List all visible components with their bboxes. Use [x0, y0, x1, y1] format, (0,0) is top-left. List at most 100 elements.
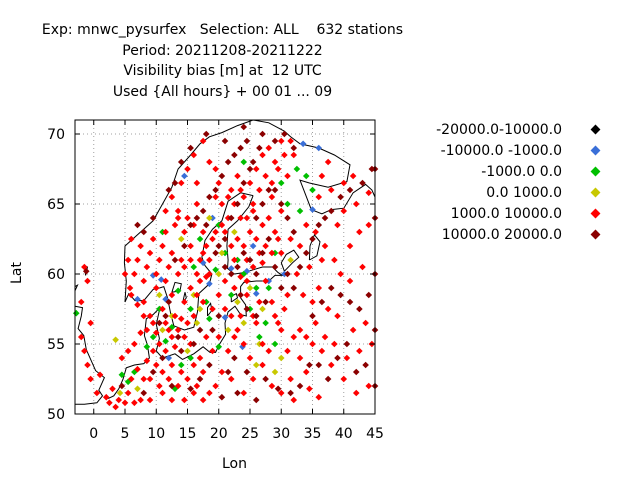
- data-point: [77, 333, 85, 341]
- data-point: [262, 319, 269, 327]
- data-point: [143, 263, 151, 271]
- data-point: [218, 221, 226, 229]
- data-point: [259, 130, 266, 138]
- data-point: [259, 200, 266, 208]
- data-point: [227, 242, 235, 250]
- data-point: [131, 270, 138, 278]
- chart-title: Exp: mnwc_pysurfex Selection: ALL 632 st…: [0, 20, 445, 102]
- data-point: [315, 144, 323, 152]
- data-point: [296, 382, 304, 390]
- data-point: [152, 270, 160, 278]
- x-tick-label: 15: [179, 426, 197, 442]
- data-point: [262, 172, 269, 180]
- data-point: [165, 375, 173, 383]
- data-point: [199, 207, 207, 215]
- data-point: [296, 354, 304, 362]
- data-point: [177, 158, 185, 166]
- data-point: [87, 319, 94, 327]
- data-point: [96, 371, 104, 379]
- data-point: [212, 266, 219, 274]
- data-point: [171, 343, 179, 351]
- data-point: [187, 242, 194, 250]
- legend: -20000.0-10000.0 -10000.0 -1000.0 -1000.…: [400, 121, 620, 247]
- data-point: [268, 179, 276, 187]
- data-point: [193, 179, 201, 187]
- data-point: [143, 326, 151, 334]
- data-point: [159, 389, 166, 397]
- data-point: [262, 298, 269, 306]
- data-point: [334, 221, 341, 229]
- data-point: [252, 214, 260, 222]
- data-point: [302, 333, 310, 341]
- data-point: [184, 375, 191, 383]
- data-point: [324, 158, 332, 166]
- data-point: [352, 368, 360, 376]
- data-point: [215, 291, 223, 299]
- data-point: [212, 382, 219, 390]
- data-point: [249, 242, 257, 250]
- data-point: [306, 385, 313, 393]
- y-tick-label: 65: [47, 197, 65, 213]
- data-point: [159, 305, 166, 313]
- data-point: [252, 270, 260, 278]
- coastline: [124, 192, 254, 331]
- data-point: [193, 382, 201, 390]
- data-point: [212, 186, 219, 194]
- data-point: [252, 290, 260, 297]
- data-point: [243, 291, 251, 299]
- data-point: [287, 256, 294, 264]
- data-point: [302, 368, 310, 376]
- data-point: [134, 295, 141, 303]
- data-point: [349, 326, 357, 334]
- data-point: [218, 200, 226, 208]
- data-point: [168, 361, 176, 369]
- data-point: [77, 298, 85, 306]
- legend-marker: [590, 229, 601, 240]
- data-point: [168, 249, 176, 257]
- data-point: [159, 242, 166, 250]
- data-point: [227, 291, 235, 299]
- data-point: [318, 298, 326, 306]
- data-point: [206, 389, 213, 397]
- data-point: [287, 235, 294, 243]
- data-point: [277, 200, 285, 208]
- data-point: [265, 186, 273, 194]
- data-point: [72, 309, 80, 317]
- data-point: [140, 389, 148, 397]
- data-point: [165, 186, 173, 194]
- legend-label: -20000.0-10000.0: [436, 122, 562, 138]
- data-point: [159, 354, 166, 362]
- data-point: [240, 123, 248, 131]
- plot-frame: [74, 119, 376, 415]
- x-tick-label: 45: [366, 426, 384, 442]
- data-point: [149, 319, 157, 327]
- data-point: [252, 312, 260, 320]
- data-point: [199, 249, 207, 257]
- data-point: [193, 291, 201, 299]
- data-point: [284, 200, 291, 208]
- data-point: [318, 172, 326, 180]
- data-point: [137, 329, 144, 337]
- data-point: [227, 375, 235, 383]
- data-point: [190, 340, 198, 348]
- data-point: [149, 235, 157, 243]
- data-point: [318, 256, 326, 264]
- data-point: [168, 382, 176, 390]
- data-point: [240, 193, 248, 201]
- data-point: [181, 298, 188, 306]
- title-line-hours: Used {All hours} + 00 01 ... 09: [112, 83, 333, 100]
- data-point: [168, 193, 176, 201]
- data-point: [324, 305, 332, 313]
- data-point: [265, 347, 273, 355]
- data-point: [256, 333, 263, 341]
- data-point: [246, 179, 254, 187]
- data-point: [196, 256, 204, 264]
- data-point: [193, 200, 201, 208]
- data-point: [196, 326, 204, 334]
- data-point: [271, 312, 279, 320]
- data-point: [327, 207, 335, 215]
- data-point: [296, 326, 304, 334]
- data-point: [234, 200, 241, 208]
- data-point: [365, 291, 373, 299]
- data-point: [209, 347, 216, 355]
